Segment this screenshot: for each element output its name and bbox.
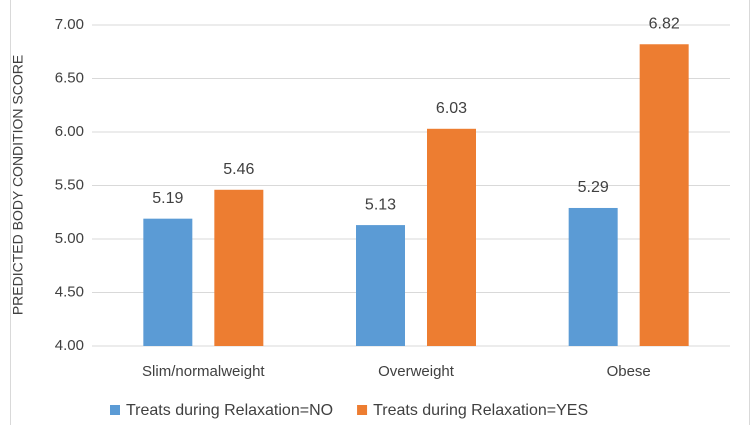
bar	[356, 225, 405, 346]
legend-label: Treats during Relaxation=YES	[373, 402, 588, 419]
y-tick-label: 6.50	[55, 69, 84, 86]
y-tick-label: 6.00	[55, 123, 84, 140]
bar	[214, 189, 264, 346]
data-label: 5.19	[152, 190, 183, 207]
legend-swatch	[357, 405, 368, 415]
y-axis-title: PREDICTED BODY CONDITION SCORE	[10, 55, 26, 315]
x-tick-label: Slim/normalweight	[142, 363, 265, 380]
bar	[639, 44, 689, 346]
y-tick-label: 4.00	[55, 337, 84, 354]
legend-swatch	[110, 405, 120, 415]
data-label: 5.13	[365, 196, 396, 213]
y-tick-label: 5.00	[55, 230, 84, 247]
y-tick-label: 5.50	[55, 176, 84, 193]
data-label: 5.46	[223, 161, 254, 178]
bar	[568, 207, 618, 346]
data-label: 6.82	[649, 15, 680, 32]
data-label: 5.29	[578, 179, 609, 196]
data-label: 6.03	[436, 100, 467, 117]
bar	[427, 128, 476, 346]
legend-label: Treats during Relaxation=NO	[126, 402, 333, 419]
y-tick-label: 7.00	[55, 16, 84, 33]
bar	[143, 218, 193, 346]
y-tick-label: 4.50	[55, 283, 84, 300]
x-tick-label: Overweight	[378, 363, 455, 380]
x-tick-label: Obese	[607, 363, 651, 380]
